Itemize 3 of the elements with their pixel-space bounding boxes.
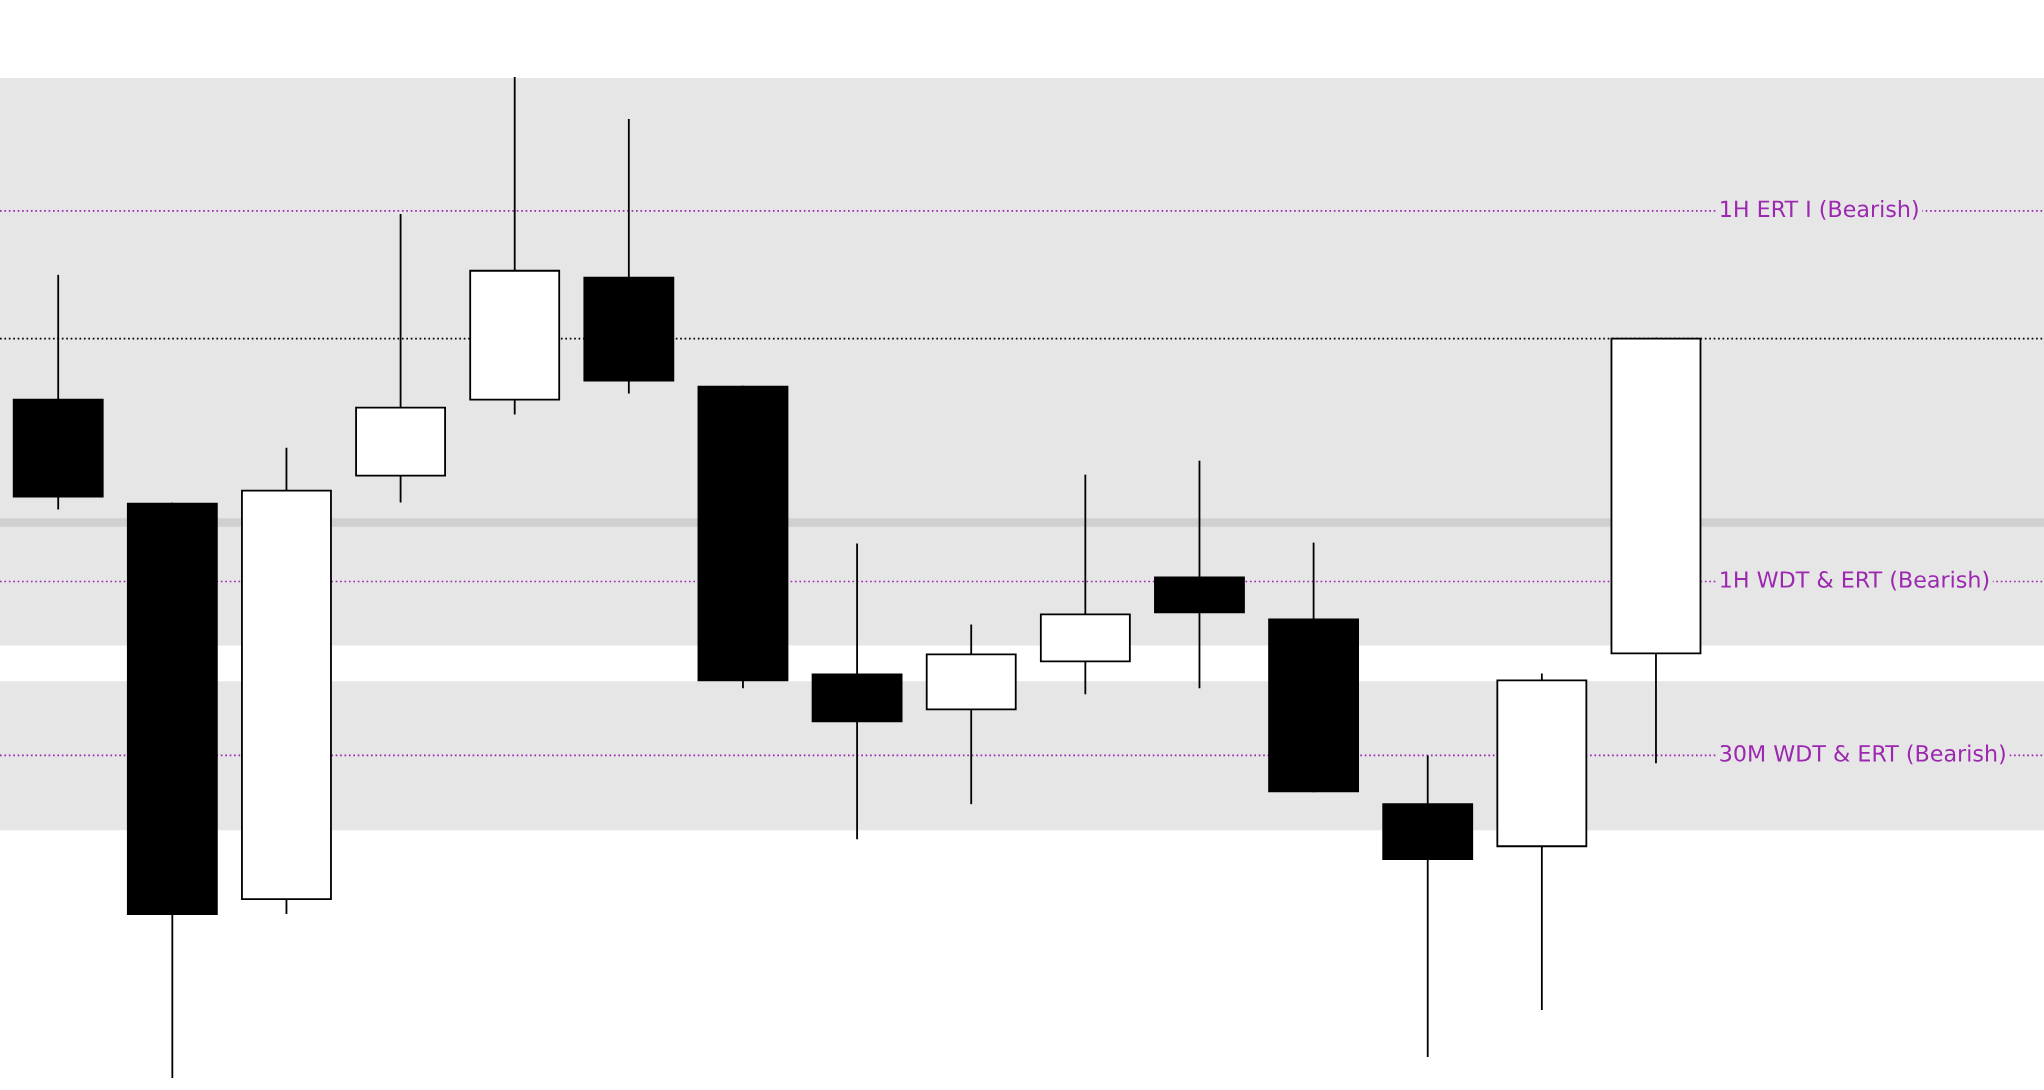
ref-line-label: 30M WDT & ERT (Bearish): [1720, 744, 2005, 765]
ref-line-label: 1H WDT & ERT (Bearish): [1721, 570, 1989, 591]
ref-line-label: 1H ERT I (Bearish): [1721, 200, 1918, 220]
